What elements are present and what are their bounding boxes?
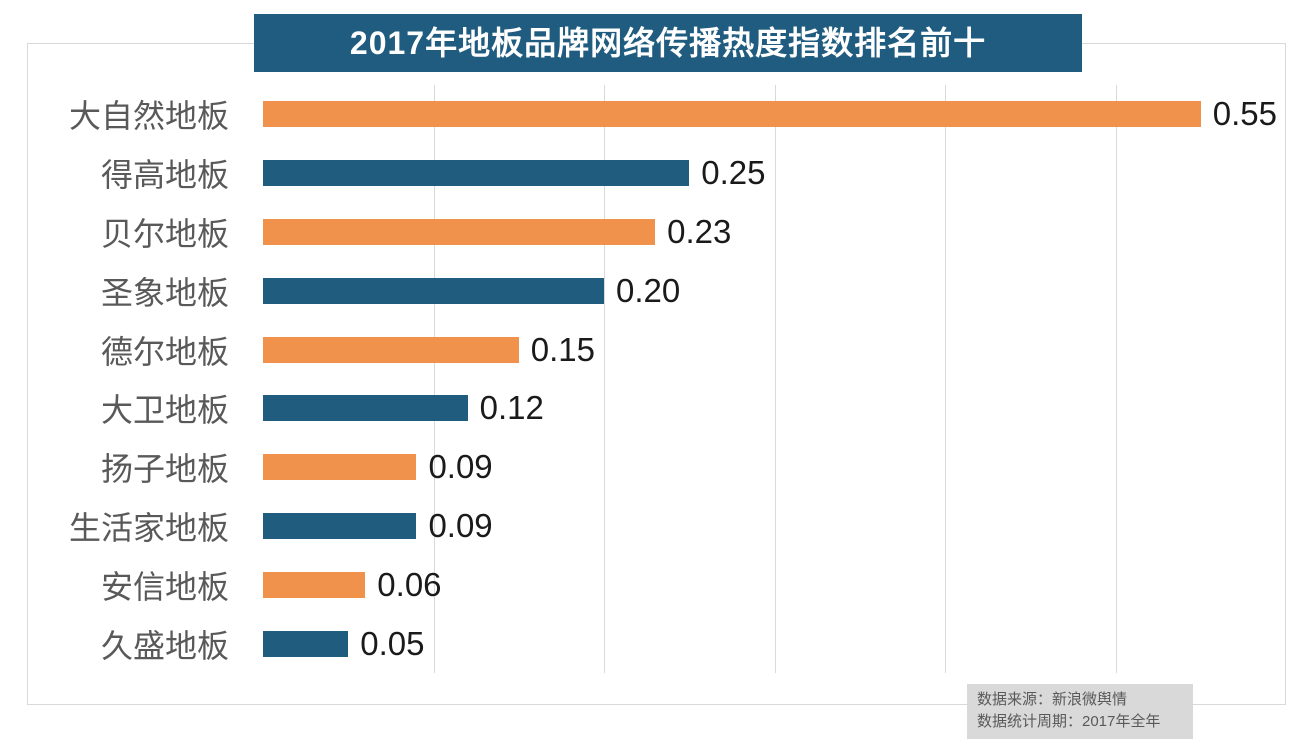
- bar-row: 0.20: [263, 261, 1286, 320]
- bar: [263, 571, 366, 598]
- bar-row: 0.12: [263, 379, 1286, 438]
- bar: [263, 101, 1201, 128]
- bar: [263, 160, 690, 187]
- gridline: [945, 85, 946, 673]
- bar-row: 0.06: [263, 555, 1286, 614]
- bar-row: 0.23: [263, 203, 1286, 262]
- category-label: 安信地板: [100, 568, 229, 605]
- value-label: 0.05: [360, 624, 425, 662]
- bar: [263, 336, 519, 363]
- plot-area: 0.55 0.25 0.23 0.20 0.15 0.12 0.09 0.09 0.06 0.05: [263, 85, 1286, 673]
- bar: [263, 512, 417, 539]
- bar: [263, 277, 604, 304]
- bar-row: 0.09: [263, 497, 1286, 556]
- gridline: [604, 85, 605, 673]
- value-label: 0.09: [428, 506, 493, 544]
- bar: [263, 454, 417, 481]
- bar-row: 0.05: [263, 614, 1286, 673]
- bar: [263, 218, 656, 245]
- bar-rows: 0.55 0.25 0.23 0.20 0.15 0.12 0.09 0.09 0.06 0.05: [263, 85, 1286, 673]
- category-label: 扬子地板: [100, 451, 229, 488]
- source-box: 数据来源：新浪微舆情 数据统计周期：2017年全年: [967, 684, 1193, 739]
- category-axis: 大自然地板得高地板贝尔地板圣象地板德尔地板大卫地板扬子地板生活家地板安信地板久盛…: [0, 85, 245, 673]
- bar-row: 0.55: [263, 85, 1286, 144]
- bar: [263, 630, 349, 657]
- gridline: [774, 85, 776, 673]
- category-label: 生活家地板: [68, 509, 229, 546]
- gridline: [1115, 85, 1117, 673]
- category-label: 德尔地板: [100, 333, 229, 370]
- category-label: 大自然地板: [68, 98, 229, 135]
- gridline: [433, 85, 435, 673]
- category-label: 圣象地板: [100, 274, 229, 311]
- category-label: 久盛地板: [100, 627, 229, 664]
- bar-row: 0.09: [263, 438, 1286, 497]
- bar: [263, 395, 468, 422]
- category-label: 贝尔地板: [100, 215, 229, 252]
- value-label: 0.25: [701, 154, 766, 192]
- category-label: 得高地板: [100, 157, 229, 194]
- source-line-2: 数据统计周期：2017年全年: [977, 712, 1161, 730]
- value-label: 0.12: [479, 389, 544, 427]
- value-label: 0.09: [428, 448, 493, 486]
- bar-row: 0.25: [263, 144, 1286, 203]
- value-label: 0.55: [1212, 95, 1277, 133]
- category-label: 大卫地板: [100, 392, 229, 429]
- chart-title: 2017年地板品牌网络传播热度指数排名前十: [254, 14, 1082, 72]
- value-label: 0.06: [377, 565, 442, 603]
- value-label: 0.15: [530, 330, 595, 368]
- value-label: 0.23: [667, 212, 732, 250]
- value-label: 0.20: [616, 271, 681, 309]
- bar-row: 0.15: [263, 320, 1286, 379]
- source-line-1: 数据来源：新浪微舆情: [977, 691, 1128, 708]
